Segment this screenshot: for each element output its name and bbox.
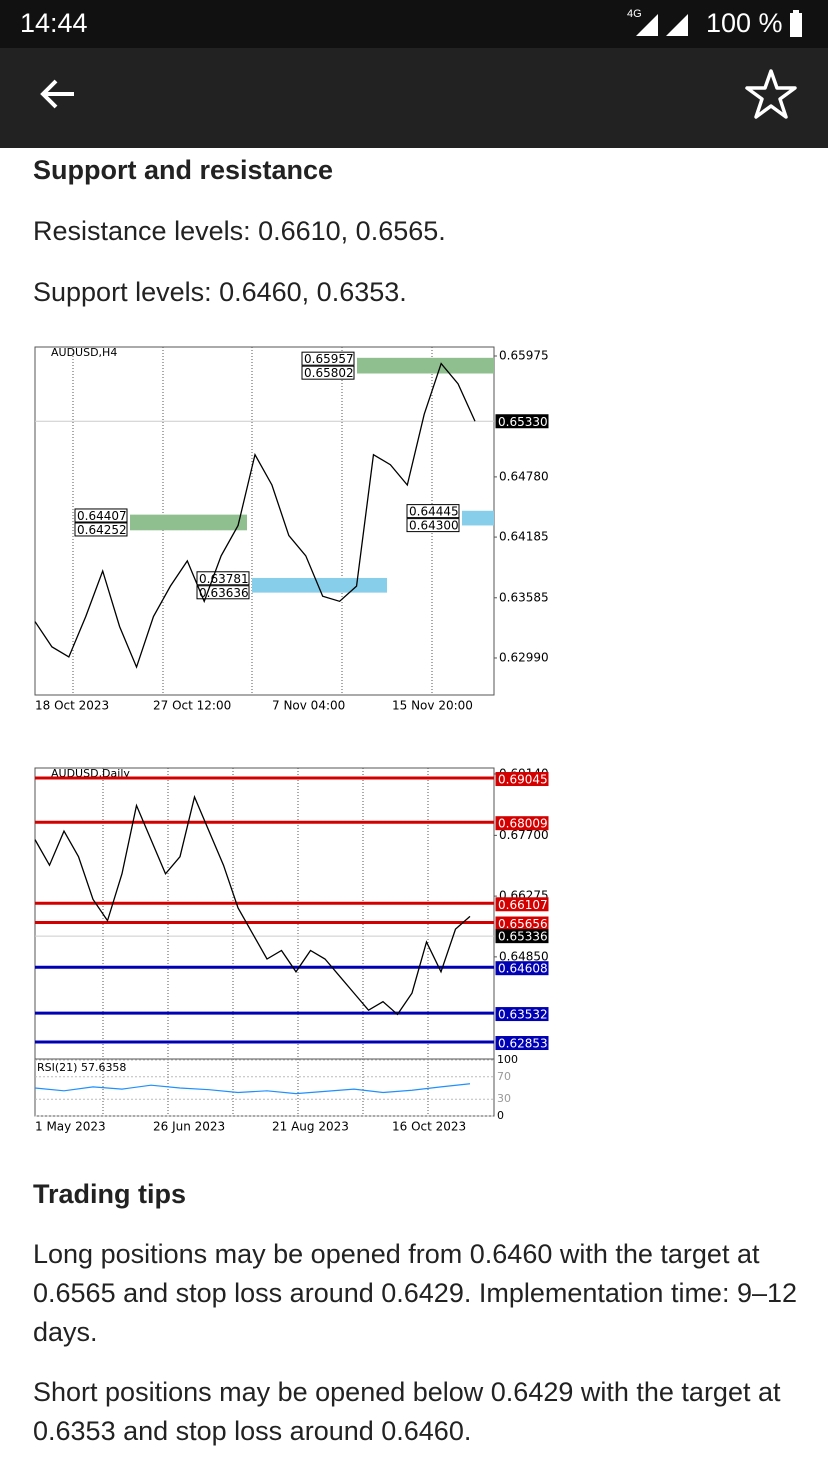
price-tag-box	[406, 518, 460, 533]
price-tag: 0.63532	[498, 1008, 548, 1022]
price-tag: 0.66107	[498, 898, 548, 912]
y-tick-label: 0.62990	[499, 650, 549, 664]
price-tag: 0.63636	[199, 586, 249, 600]
price-tag-box	[196, 585, 250, 600]
y-tick-label: 0.64850	[499, 949, 549, 963]
x-tick-label: 7 Nov 04:00	[272, 699, 345, 713]
price-tag-box	[495, 961, 549, 976]
favorite-button[interactable]	[744, 68, 798, 120]
price-tag: 0.62853	[498, 1037, 548, 1051]
price-tag: 0.64300	[409, 519, 459, 533]
rsi-line	[34, 1083, 471, 1095]
signal-icons	[636, 14, 688, 36]
battery-icon	[790, 10, 802, 37]
price-tag-box	[196, 571, 250, 586]
back-button[interactable]	[36, 74, 80, 118]
rsi-tick-label: 100	[497, 1053, 518, 1066]
price-tag: 0.65802	[304, 366, 354, 380]
zone	[462, 510, 494, 526]
price-tag-box	[495, 414, 549, 429]
x-tick-label: 27 Oct 12:00	[153, 699, 231, 713]
y-tick-label: 0.64780	[499, 469, 549, 483]
paragraph: Long positions may be opened from 0.6460…	[33, 1239, 798, 1347]
price-tag-box	[74, 522, 128, 537]
zone	[252, 577, 387, 593]
status-bar: 14:44 4G 100 %	[0, 0, 828, 48]
price-tag-box	[495, 929, 549, 944]
price-tag-box	[495, 1007, 549, 1022]
rsi-tick-label: 70	[497, 1070, 511, 1083]
price-tag-box	[406, 504, 460, 519]
price-line	[34, 794, 471, 1016]
x-tick-label: 16 Oct 2023	[392, 1120, 466, 1134]
price-tag: 0.64608	[498, 962, 548, 976]
paragraph: Resistance levels: 0.6610, 0.6565.	[33, 216, 446, 246]
price-line	[34, 362, 476, 669]
zone	[357, 357, 494, 374]
price-tag-box	[301, 351, 355, 366]
price-tag: 0.64445	[409, 505, 459, 519]
y-tick-label: 0.67700	[499, 828, 549, 842]
price-tag: 0.69045	[498, 773, 548, 787]
price-tag: 0.64407	[77, 509, 127, 523]
y-tick-label: 0.64185	[499, 530, 549, 544]
rsi-title: RSI(21) 57.6358	[37, 1061, 126, 1074]
price-tag-box	[495, 772, 549, 787]
x-tick-label: 18 Oct 2023	[35, 699, 109, 713]
rsi-tick-label: 30	[497, 1092, 511, 1105]
x-tick-label: 26 Jun 2023	[153, 1120, 225, 1134]
y-tick-label: 0.65975	[499, 349, 549, 363]
price-tag: 0.64252	[77, 523, 127, 537]
app-bar	[0, 48, 828, 148]
price-tag: 0.63781	[199, 572, 249, 586]
price-tag-box	[301, 365, 355, 380]
price-tag: 0.65336	[498, 930, 548, 944]
price-tag-box	[495, 816, 549, 831]
zone	[130, 514, 247, 531]
price-tag: 0.68009	[498, 817, 548, 831]
price-tag: 0.65656	[498, 917, 548, 931]
heading: Support and resistance	[33, 155, 334, 185]
x-tick-label: 21 Aug 2023	[272, 1120, 349, 1134]
paragraph: Support levels: 0.6460, 0.6353.	[33, 277, 407, 307]
price-tag: 0.65330	[498, 415, 548, 429]
price-tag: 0.65957	[304, 352, 354, 366]
chart-title: AUDUSD,H4	[51, 346, 117, 359]
price-tag-box	[495, 897, 549, 912]
network: 4G	[627, 8, 642, 20]
price-tag-box	[495, 1036, 549, 1051]
price-tag-box	[74, 508, 128, 523]
paragraph: Short positions may be opened below 0.64…	[33, 1377, 781, 1446]
battery-level: 100 %	[706, 8, 783, 38]
chart-h4: AUDUSD,H4 18 Oct 2023 27 Oct 12:00 7 Nov 04…	[34, 346, 549, 713]
clock: 14:44	[20, 8, 88, 38]
x-tick-label: 1 May 2023	[35, 1120, 106, 1134]
y-tick-label: 0.63585	[499, 590, 549, 604]
x-tick-label: 15 Nov 20:00	[392, 699, 473, 713]
rsi-tick-label: 0	[497, 1109, 504, 1122]
heading: Trading tips	[33, 1179, 187, 1209]
